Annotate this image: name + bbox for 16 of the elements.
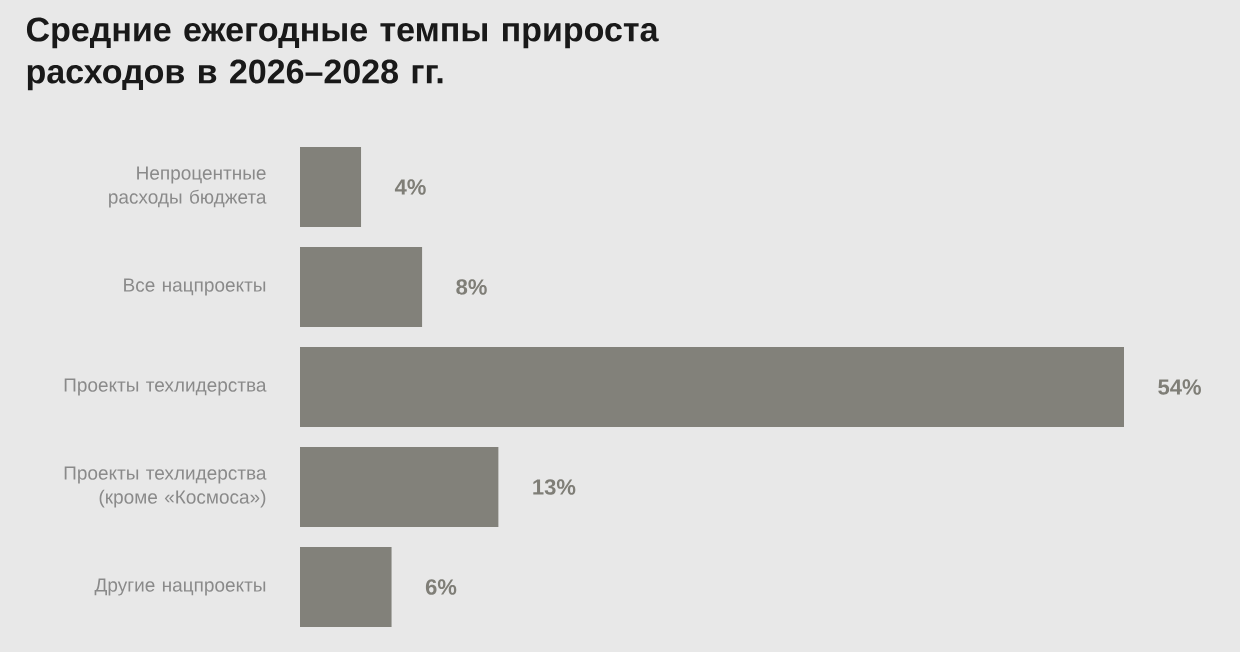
y-tick-label: Все нацпроекты <box>124 278 266 296</box>
bar <box>300 546 392 627</box>
chart-title: Средние ежегодные темпы прироста расходов в 2026–2028 гг. <box>26 17 659 91</box>
y-tick-label: Непроцентные расходы бюджета <box>109 166 267 208</box>
bar <box>300 346 1124 427</box>
data-label: 8% <box>456 279 487 295</box>
bar <box>300 246 423 327</box>
data-label: 6% <box>425 579 457 595</box>
y-tick-label: Проекты техлидерства (кроме «Космоса») <box>64 466 267 508</box>
data-label: 4% <box>394 179 426 195</box>
y-tick-label: Проекты техлидерства <box>64 378 267 396</box>
data-label: 13% <box>533 479 576 495</box>
bar <box>300 446 499 527</box>
y-tick-label: Другие нацпроекты <box>94 578 266 596</box>
data-label: 54% <box>1158 379 1201 395</box>
bar <box>300 146 362 227</box>
